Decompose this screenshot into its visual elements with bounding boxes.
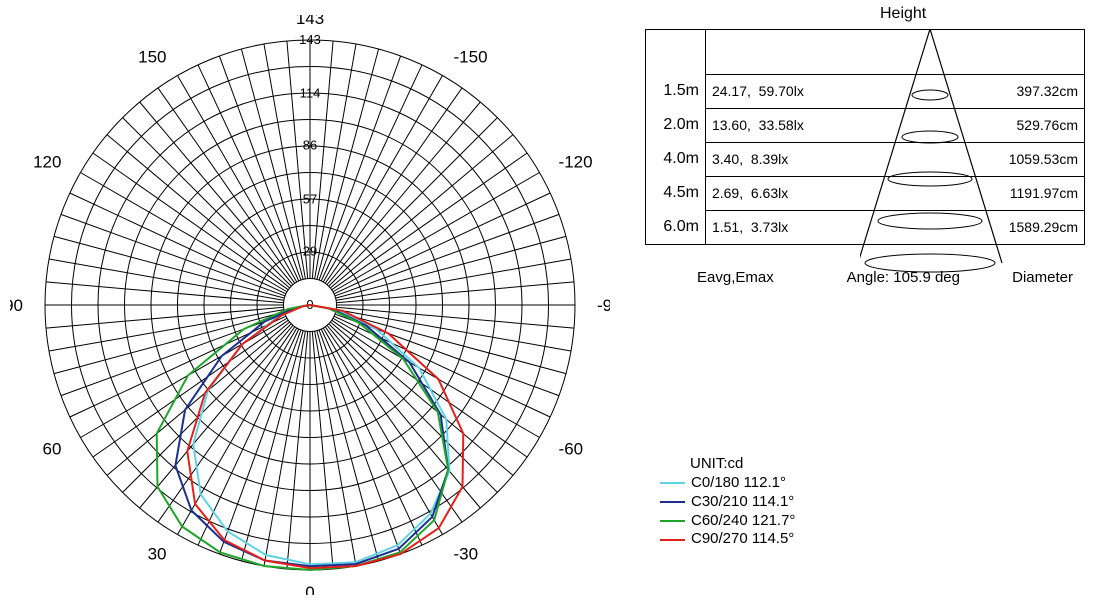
eavg-emax: 3.40, 8.39lx xyxy=(705,142,863,176)
legend-swatch xyxy=(660,501,685,503)
legend-item: C60/240 121.7° xyxy=(660,512,795,531)
svg-text:120: 120 xyxy=(33,153,61,172)
height-footer: Eavg,Emax Angle: 105.9 deg Diameter xyxy=(645,257,1085,289)
legend-label: C60/240 121.7° xyxy=(691,512,795,531)
height-panel: Height 1.5m24.17, 59.70lx397.32cm2.0m13.… xyxy=(645,5,1085,289)
eavg-emax: 2.69, 6.63lx xyxy=(705,176,863,210)
eavg-emax: 24.17, 59.70lx xyxy=(705,74,863,108)
height-row: 6.0m1.51, 3.73lx 1589.29cm xyxy=(646,210,1085,245)
eavg-emax: 1.51, 3.73lx xyxy=(705,210,863,245)
svg-text:143: 143 xyxy=(296,15,324,28)
height-value: 1.5m xyxy=(646,74,706,108)
svg-text:143: 143 xyxy=(299,32,321,47)
svg-text:-90: -90 xyxy=(597,296,610,315)
svg-text:29: 29 xyxy=(303,243,317,258)
height-title: Height xyxy=(880,5,1085,23)
height-row: 1.5m24.17, 59.70lx 397.32cm xyxy=(646,74,1085,108)
svg-text:-150: -150 xyxy=(454,47,488,66)
svg-text:150: 150 xyxy=(138,47,166,66)
diameter-value: 1191.97cm xyxy=(971,176,1085,210)
eavg-emax: 13.60, 33.58lx xyxy=(705,108,863,142)
footer-angle: Angle: 105.9 deg xyxy=(824,259,982,287)
diameter-value: 529.76cm xyxy=(971,108,1085,142)
svg-text:57: 57 xyxy=(303,191,317,206)
height-row: 4.5m2.69, 6.63lx 1191.97cm xyxy=(646,176,1085,210)
height-value: 4.0m xyxy=(646,142,706,176)
legend-item: C90/270 114.5° xyxy=(660,530,795,549)
photometric-report: 0295786114143-150-120-90-60-300306090120… xyxy=(0,0,1105,604)
height-value: 6.0m xyxy=(646,210,706,245)
footer-diameter: Diameter xyxy=(984,259,1083,287)
height-table: 1.5m24.17, 59.70lx397.32cm2.0m13.60, 33.… xyxy=(645,29,1085,245)
polar-svg: 0295786114143-150-120-90-60-300306090120… xyxy=(10,15,610,595)
legend-item: C30/210 114.1° xyxy=(660,493,795,512)
footer-eavg: Eavg,Emax xyxy=(647,259,822,287)
legend-swatch xyxy=(660,520,685,522)
polar-chart: 0295786114143-150-120-90-60-300306090120… xyxy=(10,15,610,595)
svg-text:60: 60 xyxy=(43,440,62,459)
svg-text:114: 114 xyxy=(300,86,321,101)
legend: UNIT:cd C0/180 112.1°C30/210 114.1°C60/2… xyxy=(660,455,795,549)
legend-swatch xyxy=(660,482,685,484)
svg-text:90: 90 xyxy=(10,296,23,315)
height-row: 2.0m13.60, 33.58lx 529.76cm xyxy=(646,108,1085,142)
svg-text:-30: -30 xyxy=(454,545,479,564)
legend-swatch xyxy=(660,539,685,541)
svg-text:30: 30 xyxy=(148,545,167,564)
diameter-value: 1589.29cm xyxy=(971,210,1085,245)
height-value: 2.0m xyxy=(646,108,706,142)
legend-unit: UNIT:cd xyxy=(690,455,795,472)
legend-label: C90/270 114.5° xyxy=(691,530,794,549)
legend-label: C30/210 114.1° xyxy=(691,493,794,512)
svg-text:-120: -120 xyxy=(559,153,593,172)
height-value: 4.5m xyxy=(646,176,706,210)
svg-text:-60: -60 xyxy=(559,440,584,459)
height-row: 4.0m3.40, 8.39lx 1059.53cm xyxy=(646,142,1085,176)
diameter-value: 1059.53cm xyxy=(971,142,1085,176)
legend-label: C0/180 112.1° xyxy=(691,474,786,493)
svg-text:0: 0 xyxy=(305,583,314,595)
legend-item: C0/180 112.1° xyxy=(660,474,795,493)
svg-text:86: 86 xyxy=(303,138,317,153)
diameter-value: 397.32cm xyxy=(971,74,1085,108)
